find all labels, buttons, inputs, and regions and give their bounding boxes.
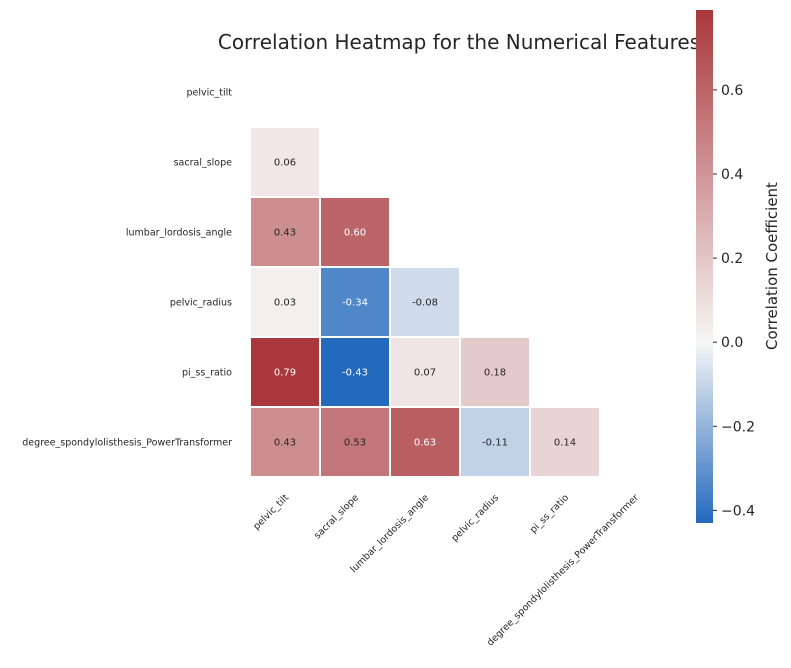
colorbar-tick-label: 0.6 [721, 83, 743, 99]
colorbar-tick-label: 0.0 [721, 335, 743, 351]
x-tick-labels: pelvic_tilt sacral_slopelumbar_lordosis_a… [251, 492, 641, 648]
x-tick-label: lumbar_lordosis_angle [348, 492, 431, 575]
y-tick-labels: pelvic_tilt sacral_slope lumbar_lordosis_a… [22, 88, 232, 449]
colorbar-tick-label: 0.2 [721, 251, 743, 267]
x-tick-label: pelvic_tilt [251, 492, 291, 532]
cell-value-label: -0.11 [482, 438, 508, 449]
x-tick-label: sacral_slope [312, 492, 361, 541]
y-tick-label: pelvic_radius [170, 298, 232, 309]
colorbar-label: Correlation Coefficient [763, 182, 781, 350]
colorbar-tick-label: 0.4 [721, 167, 743, 183]
x-tick-label: pelvic_radius [449, 492, 501, 544]
cell-value-label: 0.14 [554, 438, 576, 449]
cell-value-label: 0.06 [274, 158, 296, 169]
y-tick-label: lumbar_lordosis_angle [126, 228, 232, 239]
chart-title: Correlation Heatmap for the Numerical Fe… [218, 30, 700, 54]
heatmap-cell [249, 196, 321, 268]
cell-value-label: 0.60 [344, 228, 366, 239]
colorbar-gradient [696, 10, 713, 523]
heatmap-cell [459, 336, 531, 408]
x-tick-label: degree_spondylolisthesis_PowerTransforme… [485, 492, 641, 648]
heatmap-cell [389, 266, 461, 338]
heatmap-cell [529, 406, 601, 478]
heatmap-cell [319, 336, 391, 408]
cell-value-label: 0.43 [274, 438, 296, 449]
y-tick-label: pi_ss_ratio [182, 368, 232, 379]
y-tick-label: degree_spondylolisthesis_PowerTransforme… [22, 438, 232, 449]
cell-value-label: -0.34 [342, 298, 368, 309]
colorbar-tick-label: −0.2 [721, 419, 755, 435]
heatmap-cell [249, 126, 321, 198]
y-tick-label: sacral_slope [174, 158, 233, 169]
heatmap-cell [389, 406, 461, 478]
cell-value-label: 0.63 [414, 438, 436, 449]
cell-value-label: 0.53 [344, 438, 366, 449]
x-tick-label: pi_ss_ratio [528, 492, 571, 535]
cell-value-label: -0.43 [342, 368, 368, 379]
cell-value-label: 0.18 [484, 368, 506, 379]
colorbar-tick-label: −0.4 [721, 503, 755, 519]
cell-value-label: 0.07 [414, 368, 436, 379]
cell-value-label: 0.43 [274, 228, 296, 239]
cell-value-label: 0.79 [274, 368, 296, 379]
colorbar: −0.4 −0.2 0.0 0.2 0.4 0.6 [696, 10, 755, 523]
heatmap-cells: 0.06 0.43 0.60 0.03 -0.34 -0.08 0.79 -0.43 0.07 0… [249, 126, 601, 478]
y-tick-label: pelvic_tilt [187, 88, 233, 99]
cell-value-label: -0.08 [412, 298, 438, 309]
cell-value-label: 0.03 [274, 298, 296, 309]
heatmap-cell [459, 406, 531, 478]
heatmap-cell [319, 406, 391, 478]
